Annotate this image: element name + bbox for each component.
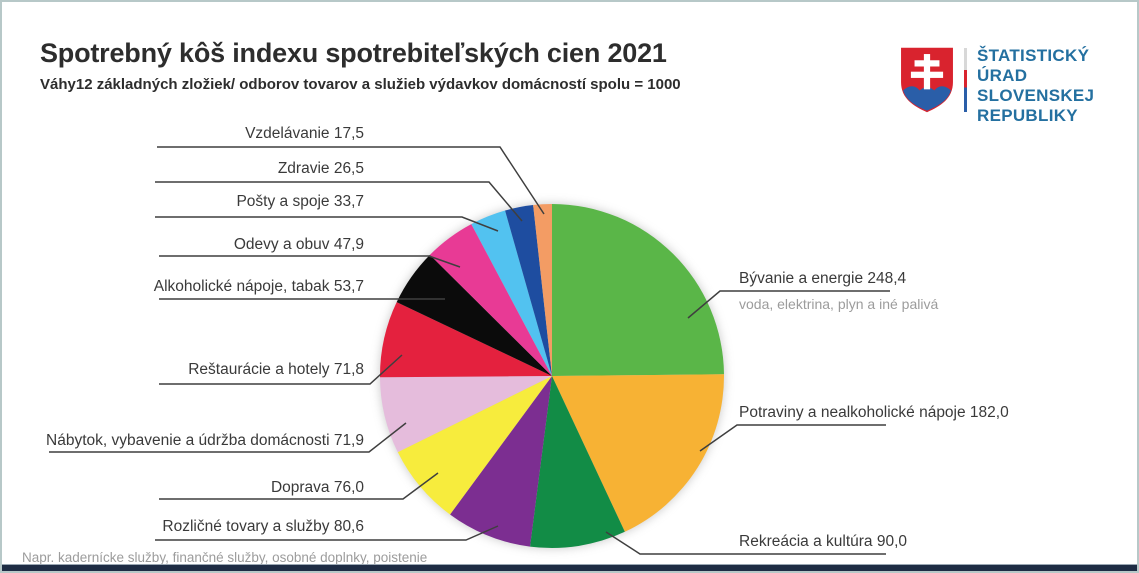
- leader-lines: [49, 146, 890, 555]
- pie-slice-4: [397, 376, 552, 515]
- label-rozlicne-tovary: Rozličné tovary a služby 80,6: [162, 518, 364, 535]
- label-alkoholicke-napoje: Alkoholické nápoje, tabak 53,7: [153, 278, 364, 295]
- label-rekreacia-a-kultura: Rekreácia a kultúra 90,0: [739, 533, 908, 550]
- pie-slice-10: [505, 205, 552, 376]
- footnote: Napr. kadernícke služby, finančné služby…: [22, 550, 428, 565]
- leader-byvanie: [687, 290, 890, 319]
- slovak-coat-of-arms-icon: [901, 47, 953, 113]
- label-byvanie-sublabel: voda, elektrina, plyn a iné palivá: [739, 296, 939, 312]
- label-nabytok: Nábytok, vybavenie a údržba domácnosti 7…: [46, 432, 364, 449]
- label-potraviny: Potraviny a nealkoholické nápoje 182,0: [739, 404, 1009, 421]
- logo-line-3: SLOVENSKEJ: [977, 86, 1095, 105]
- leader-zdravie: [155, 181, 523, 222]
- label-zdravie: Zdravie 26,5: [277, 160, 364, 177]
- leader-restauracie: [159, 354, 403, 385]
- logo-line-4: REPUBLIKY: [977, 106, 1078, 125]
- leader-doprava: [159, 472, 439, 500]
- pie-slice-5: [380, 376, 552, 453]
- label-byvanie-a-energie: Bývanie a energie 248,4: [739, 270, 907, 287]
- leader-nabytok: [49, 422, 407, 453]
- logo-line-1: ŠTATISTICKÝ: [977, 46, 1090, 65]
- statistical-office-logo: ŠTATISTICKÝ ÚRAD SLOVENSKEJ REPUBLIKY: [900, 46, 1094, 126]
- label-restauracie-a-hotely: Reštaurácie a hotely 71,8: [188, 361, 364, 378]
- pie-slice-6: [379, 302, 552, 378]
- logo-text: ŠTATISTICKÝ ÚRAD SLOVENSKEJ REPUBLIKY: [977, 46, 1094, 126]
- pie-slice-3: [450, 376, 552, 547]
- pie-slice-9: [471, 210, 552, 376]
- page-subtitle: Váhy12 základných zložiek/ odborov tovar…: [40, 76, 681, 93]
- label-odevy-a-obuv: Odevy a obuv 47,9: [233, 236, 364, 253]
- leader-vzdelavanie: [157, 146, 545, 215]
- leader-rozlicne: [155, 525, 499, 541]
- label-doprava: Doprava 76,0: [270, 479, 364, 496]
- pie-slice-11: [533, 204, 552, 376]
- logo-separator: [964, 48, 967, 112]
- pie-slice-7: [396, 254, 552, 376]
- leader-potraviny: [699, 424, 886, 452]
- pie-slice-2: [530, 376, 625, 549]
- label-vzdelavanie: Vzdelávanie 17,5: [245, 125, 364, 142]
- pie-slice-0: [552, 204, 724, 376]
- pie-slices: [379, 204, 724, 549]
- leader-odevy: [159, 255, 461, 268]
- page-title: Spotrebný kôš indexu spotrebiteľských ci…: [40, 38, 667, 68]
- pie-slice-8: [429, 224, 552, 376]
- bottom-bar: [2, 564, 1137, 571]
- leader-rekreacia: [605, 531, 886, 555]
- label-posty-a-spoje: Pošty a spoje 33,7: [236, 193, 364, 210]
- logo-line-2: ÚRAD: [977, 66, 1028, 85]
- pie-slice-1: [552, 374, 724, 532]
- leader-posty: [155, 216, 499, 232]
